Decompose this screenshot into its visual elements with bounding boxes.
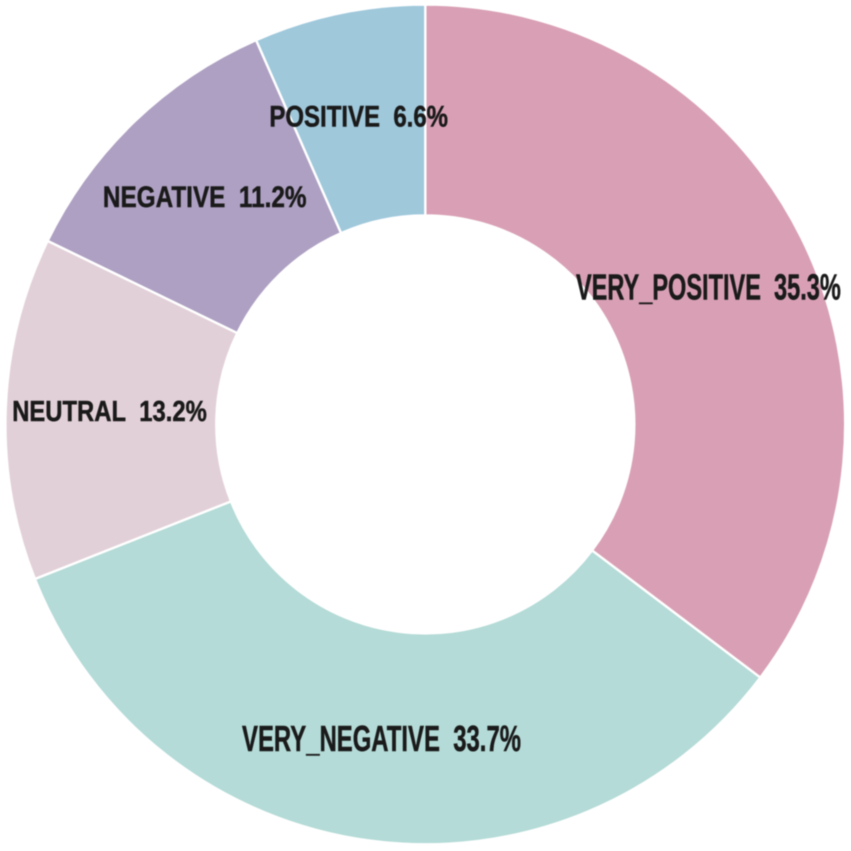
svg-text:NEGATIVE 11.2%: NEGATIVE 11.2%	[103, 181, 307, 214]
svg-text:NEUTRAL 13.2%: NEUTRAL 13.2%	[12, 396, 207, 428]
svg-text:POSITIVE 6.6%: POSITIVE 6.6%	[269, 101, 448, 134]
svg-text:VERY_POSITIVE 35.3%: VERY_POSITIVE 35.3%	[576, 267, 841, 308]
svg-text:VERY_NEGATIVE 33.7%: VERY_NEGATIVE 33.7%	[242, 719, 521, 759]
